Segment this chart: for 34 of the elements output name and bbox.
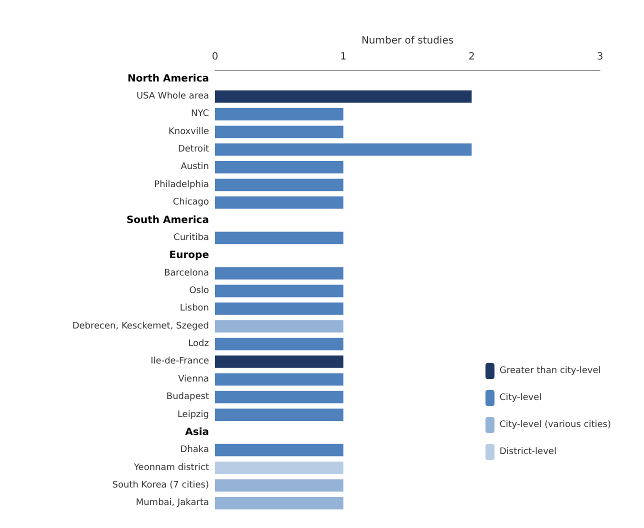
y-tick-label: North America: [127, 73, 209, 84]
x-tick-label: 1: [340, 52, 347, 62]
y-tick-label: Oslo: [189, 286, 210, 296]
y-tick-label: South America: [126, 214, 209, 226]
legend-label: District-level: [499, 447, 556, 457]
y-tick-label: Lisbon: [180, 304, 209, 314]
y-tick-label: Philadelphia: [154, 180, 209, 190]
y-tick-label: Vienna: [178, 374, 209, 384]
y-tick-label: Debrecen, Kesckemet, Szeged: [72, 321, 209, 332]
legend-label: City-level: [499, 393, 542, 403]
y-tick-label: Budapest: [166, 392, 210, 402]
y-tick-label: USA Whole area: [136, 92, 209, 102]
x-axis-title: Number of studies: [361, 36, 454, 46]
y-tick-label: Yeonnam district: [132, 462, 210, 473]
x-tick-label: 0: [212, 52, 218, 62]
y-tick-label: Chicago: [172, 198, 210, 208]
legend-label: Greater than city-level: [499, 366, 601, 376]
y-tick-label: Curitiba: [174, 232, 209, 243]
y-tick-label: NYC: [190, 109, 209, 120]
y-tick-label: Detroit: [178, 144, 210, 155]
y-tick-label: Ile-de-France: [150, 356, 210, 367]
y-tick-label: South Korea (7 cities): [112, 480, 209, 490]
y-tick-label: Lodz: [188, 339, 210, 350]
y-tick-label: Asia: [185, 426, 209, 438]
y-tick-label: Barcelona: [164, 268, 209, 278]
x-tick-label: 2: [468, 52, 475, 62]
y-tick-label: Austin: [180, 162, 209, 172]
x-tick-label: 3: [596, 52, 604, 62]
y-tick-label: Dhaka: [180, 445, 209, 456]
y-tick-label: Europe: [169, 250, 210, 262]
y-tick-label: Knoxville: [168, 126, 210, 137]
y-tick-label: Mumbai, Jakarta: [136, 498, 209, 508]
legend-label: City-level (various cities): [499, 420, 612, 430]
y-tick-label: Leipzig: [177, 410, 209, 420]
